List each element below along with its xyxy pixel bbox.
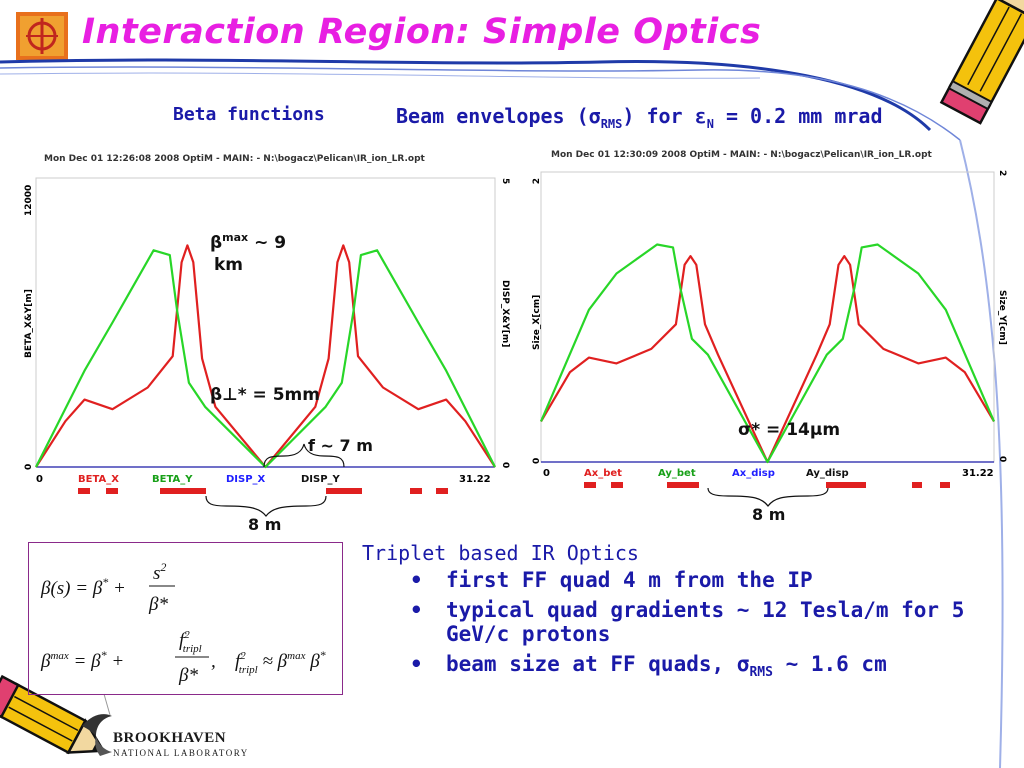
lab-logo-text: BROOKHAVEN: [113, 730, 227, 746]
chart-header: Mon Dec 01 12:30:09 2008 OptiM - MAIN: -…: [551, 150, 933, 160]
y-right-tick-top: 5: [500, 178, 510, 184]
f2-denominator: β*: [178, 665, 198, 686]
legend-disp-x: DISP_X: [226, 474, 266, 485]
sigma-star-label: σ* = 14μm: [738, 420, 840, 440]
f2-numerator: f2 tripl: [179, 629, 202, 655]
legend-beta-x: BETA_X: [78, 474, 119, 485]
width-brace: [707, 487, 829, 507]
y-tick-bottom: 0: [532, 458, 542, 464]
beta-max-formula: βmax = β* + f2 tripl β* , f2 tripl ≈ βmax …: [40, 629, 326, 686]
bullets-heading: Triplet based IR Optics: [362, 541, 639, 565]
beam-envelopes-heading: Beam envelopes (σRMS) for εN = 0.2 mm mr…: [396, 104, 883, 131]
legend-ay-bet: Ay_bet: [658, 468, 696, 479]
f2-lhs: βmax = β* +: [40, 648, 124, 672]
f2-comma: ,: [211, 651, 216, 672]
chart-header: Mon Dec 01 12:26:08 2008 OptiM - MAIN: -…: [44, 154, 426, 164]
beta-star-label: β⊥* = 5mm: [210, 385, 320, 405]
f1-lhs: β(s) = β* +: [40, 575, 126, 599]
series-line-beta-y: [35, 249, 496, 469]
legend-ax-bet: Ax_bet: [584, 468, 622, 479]
x-tick-end: 31.22: [962, 468, 994, 479]
series-line-ay-bet: [539, 243, 996, 464]
legend-ax-disp: Ax_disp: [732, 468, 775, 479]
legend-ay-disp: Ay_disp: [806, 468, 849, 479]
width-brace: [205, 495, 327, 517]
list-item: • first FF quad 4 m from the IP: [410, 568, 813, 592]
focal-length-label: f ~ 7 m: [308, 436, 373, 455]
plot-frame: [540, 171, 995, 463]
focal-brace: [263, 443, 345, 468]
f1-denominator: β*: [148, 594, 168, 615]
width-label: 8 m: [752, 505, 785, 524]
formula-box: β(s) = β* + s2 β* βmax = β* + f2 tripl β*…: [28, 542, 343, 695]
pencil-icon: [0, 674, 106, 755]
beta-max-unit: km: [214, 255, 243, 275]
y-right-tick-bottom: 0: [500, 462, 510, 468]
y-tick-top: 2: [532, 178, 542, 184]
x-tick-end: 31.22: [459, 474, 491, 485]
width-label: 8 m: [248, 515, 281, 534]
beta-s-formula: β(s) = β* + s2 β*: [40, 560, 175, 615]
y-right-tick-top: 2: [997, 170, 1007, 176]
y-tick-bottom: 0: [24, 464, 34, 470]
y-axis-label: BETA_X&Y[m]: [24, 289, 34, 358]
legend-disp-y: DISP_Y: [301, 474, 341, 485]
logo-icon: [16, 12, 68, 60]
header-swoosh: [0, 58, 932, 132]
bullet-list: • first FF quad 4 m from the IP • typical …: [408, 568, 1008, 691]
list-item: • beam size at FF quads, σRMS ~ 1.6 cm: [410, 652, 887, 681]
x-tick-start: 0: [36, 474, 43, 485]
lab-logo-subtext: NATIONAL LABORATORY: [113, 748, 249, 758]
slide-title: Interaction Region: Simple Optics: [82, 12, 762, 52]
bnl-logo-icon: [82, 714, 112, 756]
list-item: • typical quad gradients ~ 12 Tesla/m for…: [410, 598, 965, 646]
y-tick-top: 12000: [24, 185, 34, 216]
y-right-axis-label: Size_Y[cm]: [997, 290, 1007, 345]
f3-relation: f2 tripl ≈ βmax β*: [235, 648, 326, 676]
x-tick-start: 0: [543, 468, 550, 479]
y-right-tick-bottom: 0: [997, 456, 1007, 462]
y-axis-label: Size_X[cm]: [532, 295, 542, 350]
magnet-markers: [78, 488, 448, 494]
legend-beta-y: BETA_Y: [152, 474, 193, 485]
y-right-axis-label: DISP_X&Y[m]: [500, 280, 510, 347]
magnet-markers: [584, 482, 950, 488]
beta-max-label: βmax ~ 9: [210, 231, 286, 253]
beta-functions-heading: Beta functions: [173, 104, 325, 125]
f1-numerator: s2: [153, 560, 166, 584]
pencil-icon: [939, 0, 1024, 125]
